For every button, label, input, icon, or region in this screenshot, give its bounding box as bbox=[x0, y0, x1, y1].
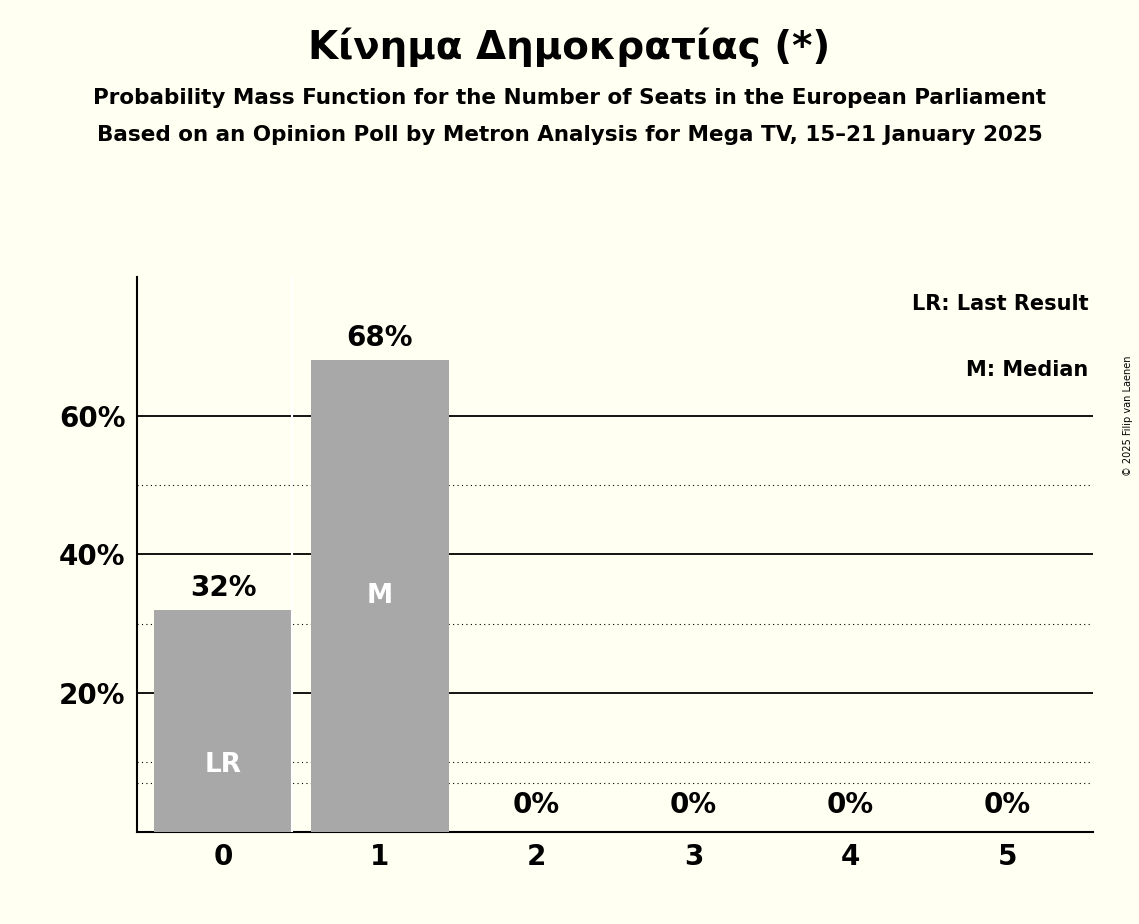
Text: 0%: 0% bbox=[827, 791, 874, 819]
Text: Probability Mass Function for the Number of Seats in the European Parliament: Probability Mass Function for the Number… bbox=[93, 88, 1046, 108]
Text: LR: LR bbox=[204, 752, 241, 778]
Text: LR: Last Result: LR: Last Result bbox=[912, 294, 1089, 314]
Text: 32%: 32% bbox=[190, 574, 256, 602]
Text: © 2025 Filip van Laenen: © 2025 Filip van Laenen bbox=[1123, 356, 1133, 476]
Text: 0%: 0% bbox=[513, 791, 560, 819]
Bar bbox=[311, 360, 449, 832]
Text: Based on an Opinion Poll by Metron Analysis for Mega TV, 15–21 January 2025: Based on an Opinion Poll by Metron Analy… bbox=[97, 125, 1042, 145]
Text: Κίνημα Δημοκρατίας (*): Κίνημα Δημοκρατίας (*) bbox=[309, 28, 830, 67]
Text: 0%: 0% bbox=[984, 791, 1031, 819]
Text: M: Median: M: Median bbox=[966, 360, 1089, 381]
Text: M: M bbox=[367, 583, 393, 609]
Bar bbox=[154, 610, 292, 832]
Text: 0%: 0% bbox=[670, 791, 718, 819]
Text: 68%: 68% bbox=[346, 324, 413, 352]
